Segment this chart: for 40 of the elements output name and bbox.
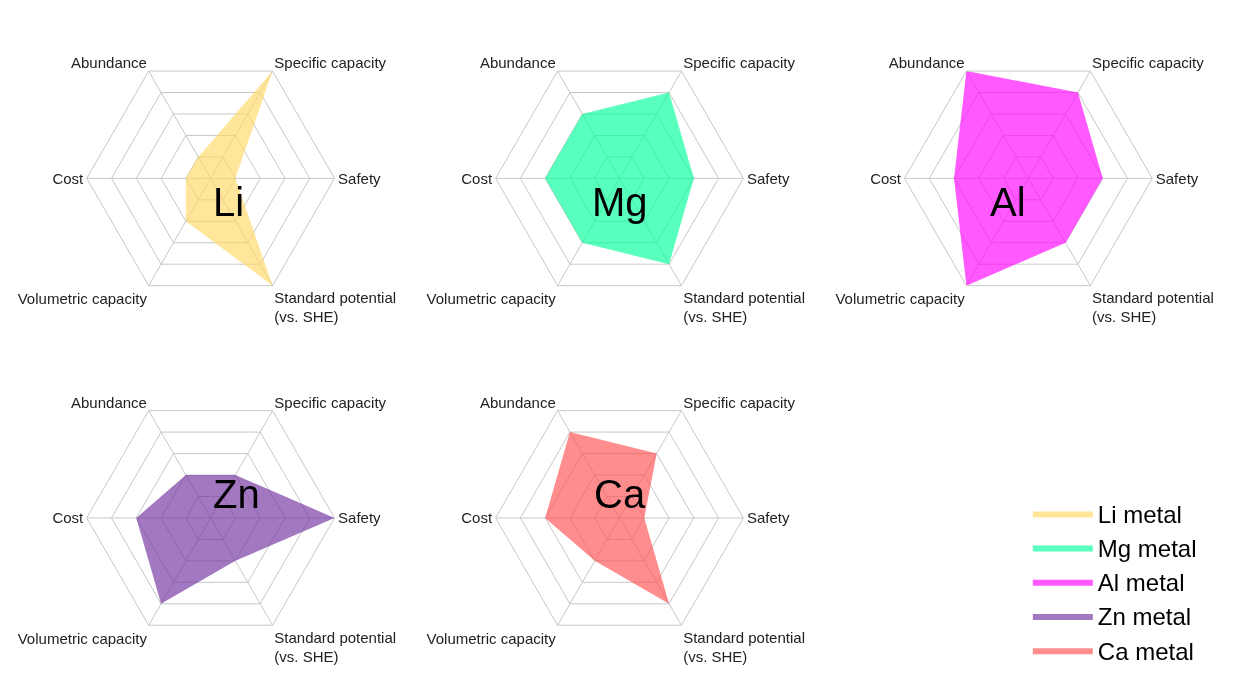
spoke-label: Abundance <box>888 54 965 72</box>
spoke-label: Cost <box>461 509 493 527</box>
text: Ca <box>594 472 646 516</box>
spoke-label: Specific capacity <box>274 393 387 411</box>
spoke-label: Standard potential (vs. SHE) <box>274 628 397 666</box>
spoke-label: Volumetric capacity <box>17 290 148 308</box>
spoke-label: Specific capacity <box>683 393 796 411</box>
spoke-label: Specific capacity <box>683 54 796 72</box>
legend-label: Al metal <box>1097 569 1185 597</box>
legend-label: Ca metal <box>1097 637 1194 665</box>
legend-label: Li metal <box>1097 500 1182 528</box>
spoke-label: Cost <box>870 169 902 187</box>
spoke-label: Safety <box>338 169 382 187</box>
spoke-label: Specific capacity <box>274 54 387 72</box>
spoke-label: Safety <box>338 509 382 527</box>
spoke-label: Abundance <box>71 54 147 72</box>
spoke-label: Cost <box>52 509 85 527</box>
spoke-label: Standard potential (vs. SHE) <box>683 628 805 666</box>
spoke-label: Abundance <box>479 393 556 411</box>
spoke-label: Standard potential (vs. SHE) <box>274 289 397 326</box>
spoke-label: Safety <box>746 509 790 527</box>
spoke-label: Abundance <box>71 393 147 411</box>
spoke-label: Specific capacity <box>1092 54 1205 72</box>
spoke-label: Cost <box>52 169 85 187</box>
spoke-label: Abundance <box>479 54 556 72</box>
spoke-label: Safety <box>1155 169 1199 187</box>
legend-label: Zn metal <box>1097 603 1192 631</box>
spoke-label: Volumetric capacity <box>426 629 557 647</box>
spoke-label: Volumetric capacity <box>17 629 148 647</box>
spoke-label: Cost <box>461 169 493 187</box>
text: Zn <box>213 472 260 516</box>
text: Al <box>990 180 1026 224</box>
text: Mg <box>592 180 648 224</box>
legend-label: Mg metal <box>1097 534 1197 562</box>
spoke-label: Standard potential (vs. SHE) <box>683 289 805 326</box>
spoke-label: Standard potential (vs. SHE) <box>1092 289 1214 326</box>
spoke-label: Safety <box>746 169 790 187</box>
text: Li <box>213 180 245 224</box>
spoke-label: Volumetric capacity <box>835 290 966 308</box>
spoke-label: Volumetric capacity <box>426 290 557 308</box>
